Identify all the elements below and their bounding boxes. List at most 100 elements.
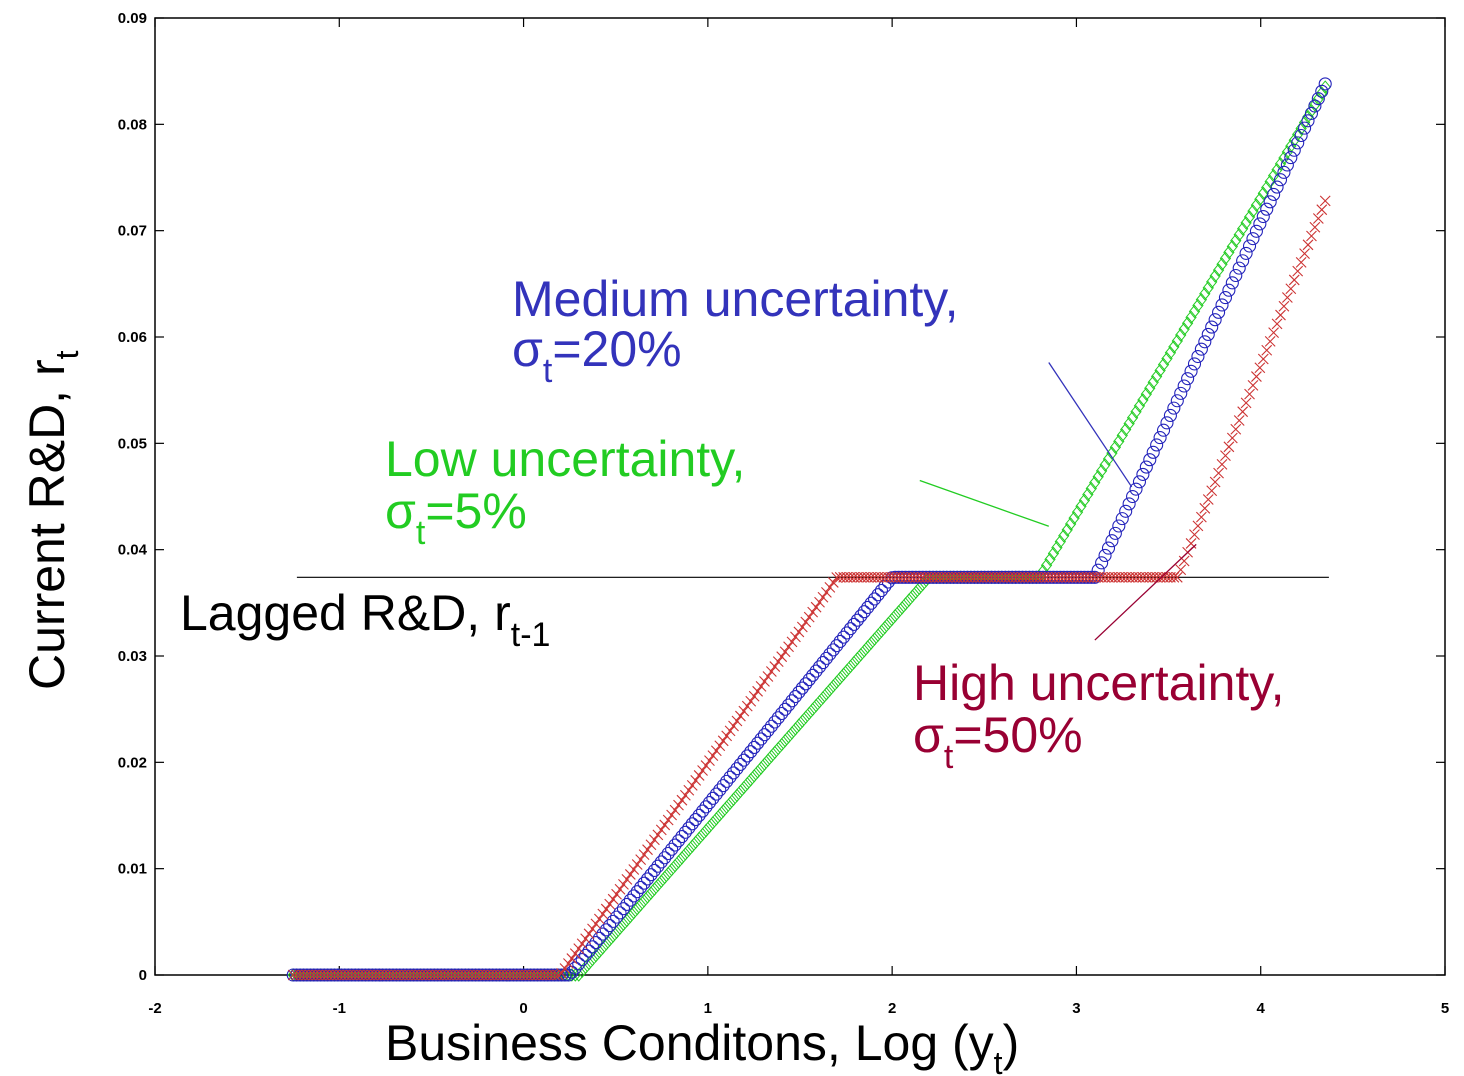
data-point: [1191, 349, 1205, 364]
data-point: [1088, 570, 1102, 584]
data-point: [1178, 322, 1190, 336]
data-point: [1095, 464, 1108, 478]
data-point: [1316, 204, 1328, 216]
data-point: [855, 647, 867, 662]
data-point: [1319, 195, 1331, 207]
data-point: [1294, 128, 1308, 143]
data-point: [727, 792, 740, 807]
annotation-high-sigma: σt=50%: [913, 707, 1083, 776]
data-point: [793, 626, 805, 638]
data-point: [1178, 555, 1190, 567]
data-point: [1299, 248, 1310, 259]
data-point: [382, 968, 397, 982]
data-point: [802, 673, 816, 687]
data-point: [834, 671, 846, 685]
data-point: [671, 834, 686, 848]
data-point: [556, 968, 567, 979]
data-point: [434, 968, 448, 982]
data-point: [1137, 393, 1149, 407]
data-point: [1175, 564, 1187, 576]
x-axis-title-text: Business Conditons, Log (y: [385, 1015, 994, 1071]
data-point: [1261, 180, 1273, 195]
data-point: [1285, 283, 1297, 295]
data-point: [617, 917, 630, 932]
data-point: [683, 843, 695, 857]
data-point: [1278, 300, 1290, 312]
data-point: [1263, 195, 1277, 209]
data-point: [1202, 281, 1214, 295]
data-point: [731, 788, 743, 803]
data-point: [827, 577, 839, 588]
data-point: [649, 834, 660, 846]
data-point: [1298, 121, 1312, 135]
plot-frame: [154, 17, 1446, 976]
data-point: [607, 893, 619, 905]
data-point: [603, 919, 617, 933]
data-point: [1136, 467, 1150, 481]
data-point: [554, 968, 569, 982]
data-point: [1216, 257, 1228, 272]
data-point: [1036, 570, 1050, 584]
data-point: [611, 888, 622, 900]
data-point: [862, 640, 874, 654]
data-point: [707, 815, 719, 830]
data-point: [723, 770, 737, 784]
y-axis-title-text: Current R&D, r: [19, 359, 75, 690]
data-point: [1212, 305, 1226, 319]
data-point: [690, 835, 702, 850]
data-point: [800, 616, 812, 628]
data-point: [1292, 265, 1304, 277]
data-point: [758, 757, 771, 771]
data-point: [665, 862, 678, 877]
data-point: [783, 641, 794, 653]
x-tick-label: 1: [704, 1000, 712, 1017]
data-point: [1108, 526, 1122, 540]
data-point: [757, 728, 772, 742]
data-point: [833, 634, 847, 648]
data-point: [623, 893, 637, 907]
data-point: [831, 675, 843, 689]
data-point: [854, 609, 868, 623]
data-point: [1163, 408, 1177, 423]
data-point: [1195, 511, 1207, 523]
data-point: [1116, 428, 1128, 443]
data-point: [745, 695, 757, 707]
data-point: [499, 968, 514, 982]
data-point: [814, 596, 825, 608]
data-point: [1071, 505, 1084, 519]
data-point: [700, 823, 712, 838]
data-point: [376, 968, 390, 982]
data-point: [290, 968, 304, 982]
data-point: [583, 928, 595, 940]
data-point: [324, 968, 338, 982]
data-point: [573, 968, 585, 982]
data-point: [1081, 570, 1095, 584]
data-point: [916, 570, 930, 584]
data-point: [748, 769, 760, 783]
data-point: [618, 878, 629, 890]
data-point: [596, 927, 610, 941]
data-point: [645, 839, 657, 851]
data-point: [689, 813, 703, 827]
data-point: [755, 761, 767, 775]
data-point: [807, 606, 819, 618]
data-point: [709, 787, 723, 801]
data-point: [796, 621, 808, 633]
data-point: [1249, 224, 1263, 238]
data-point: [824, 581, 836, 593]
data-point: [974, 570, 988, 584]
data-point: [686, 839, 698, 853]
data-point: [754, 732, 768, 746]
y-axis-title-sub: t: [49, 350, 85, 359]
data-point: [300, 968, 314, 982]
data-point: [751, 765, 764, 779]
data-point: [717, 804, 729, 818]
data-point: [1053, 570, 1067, 584]
data-point: [1273, 173, 1288, 187]
data-point: [864, 596, 878, 610]
data-point: [734, 784, 747, 799]
data-point: [662, 866, 674, 881]
data-point: [679, 847, 692, 861]
data-point: [1181, 316, 1194, 331]
data-point: [510, 968, 524, 982]
